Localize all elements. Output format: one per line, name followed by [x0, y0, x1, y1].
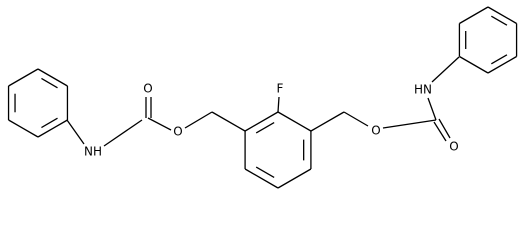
bond: [277, 168, 312, 189]
molecule: O NH O F O HN O: [7, 6, 518, 189]
bond: [255, 122, 275, 134]
bond: [431, 56, 460, 83]
bond: [41, 77, 58, 89]
atom-label: O: [173, 125, 182, 139]
bonds: [7, 6, 518, 189]
bond: [343, 111, 369, 127]
bond: [8, 119, 39, 138]
bond: [310, 111, 345, 132]
bond: [487, 55, 517, 74]
atom-label: O: [449, 140, 458, 154]
atom-label: O: [371, 124, 380, 138]
bond: [433, 121, 447, 142]
bond: [103, 119, 143, 147]
bond: [491, 15, 508, 26]
bond: [459, 55, 489, 74]
bond: [147, 117, 172, 131]
bond: [382, 119, 437, 129]
bond: [438, 118, 451, 139]
bond: [37, 68, 68, 87]
atom-label: NH: [84, 145, 102, 159]
bond: [459, 6, 489, 25]
bond: [41, 117, 58, 129]
bond: [8, 68, 39, 87]
bond: [66, 119, 85, 145]
bond: [37, 119, 68, 138]
atom-label: O: [143, 82, 152, 96]
bond: [184, 111, 213, 129]
bond: [255, 166, 275, 178]
atom-label: HN: [414, 83, 432, 97]
bond: [487, 6, 517, 25]
bond: [277, 96, 280, 113]
bond: [277, 111, 312, 132]
bond: [244, 111, 279, 132]
bond: [491, 54, 508, 65]
atom-label: F: [277, 82, 284, 96]
bond: [427, 97, 437, 121]
bond: [244, 168, 279, 189]
page: O NH O F O HN O (() => { const data = JS…: [7, 6, 518, 189]
bond: [211, 111, 246, 132]
